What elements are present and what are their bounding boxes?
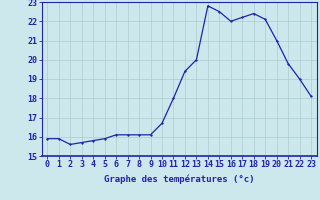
X-axis label: Graphe des températures (°c): Graphe des températures (°c) [104, 175, 254, 184]
